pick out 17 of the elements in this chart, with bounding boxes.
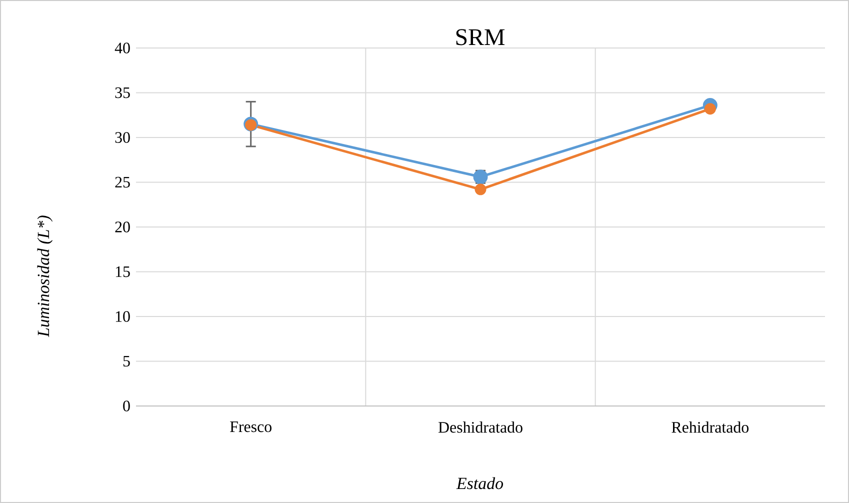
x-tick-label: Rehidratado [672,422,749,433]
y-axis-title: Luminosidad (L*) [37,216,53,338]
y-tick-label: 30 [115,132,130,143]
y-tick-label: 10 [116,311,130,322]
x-axis-title: Estado [456,477,504,490]
x-tick-label: Fresco [230,422,272,432]
y-tick-label: 35 [115,87,130,98]
chart-title: SRM [456,29,505,46]
x-tick-label: Deshidratado [438,422,522,433]
y-tick-label: 40 [114,42,130,54]
y-tick-label: 0 [123,400,130,412]
y-tick-label: 25 [115,176,130,188]
point [704,103,716,115]
y-tick-label: 15 [116,266,130,278]
point [474,184,486,196]
y-tick-label: 5 [123,356,130,367]
y-tick-label: 20 [115,222,130,232]
